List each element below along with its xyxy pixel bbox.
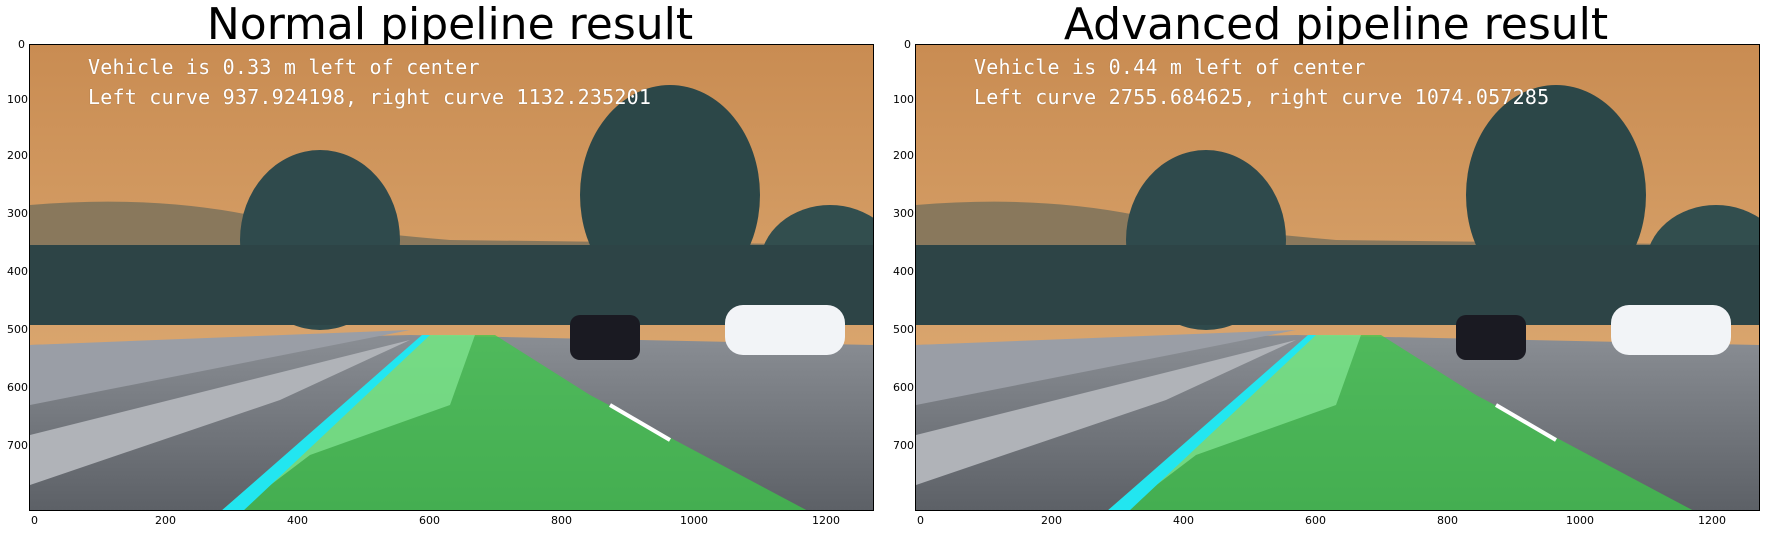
- x-tick-label: 800: [1437, 514, 1458, 527]
- panel-title: Normal pipeline result: [206, 0, 694, 50]
- x-tick-label: 600: [1305, 514, 1326, 527]
- y-tick-label: 300: [893, 207, 914, 220]
- curvature-text: Left curve 2755.684625, right curve 1074…: [974, 85, 1550, 109]
- y-tick-label: 200: [7, 149, 28, 162]
- y-tick-label: 700: [893, 439, 914, 452]
- overlay-text-layer: Vehicle is 0.44 m left of center Left cu…: [916, 45, 1759, 510]
- x-tick-label: 200: [1041, 514, 1062, 527]
- x-tick-label: 1200: [1698, 514, 1726, 527]
- curvature-text: Left curve 937.924198, right curve 1132.…: [88, 85, 652, 109]
- vehicle-offset-text: Vehicle is 0.44 m left of center: [974, 55, 1366, 79]
- x-tick-label: 1200: [812, 514, 840, 527]
- image-plot: Vehicle is 0.33 m left of center Left cu…: [29, 44, 874, 511]
- panel-title: Advanced pipeline result: [1063, 0, 1609, 50]
- x-tick-label: 400: [1173, 514, 1194, 527]
- y-tick-label: 0: [904, 38, 911, 51]
- y-tick-label: 100: [893, 93, 914, 106]
- x-tick-label: 0: [31, 514, 38, 527]
- road-scene-image: [30, 45, 873, 510]
- x-tick-label: 1000: [680, 514, 708, 527]
- road-scene-image: [916, 45, 1759, 510]
- x-tick-label: 400: [287, 514, 308, 527]
- y-tick-label: 500: [7, 323, 28, 336]
- y-tick-label: 0: [18, 38, 25, 51]
- y-tick-label: 700: [7, 439, 28, 452]
- y-tick-label: 600: [7, 381, 28, 394]
- y-tick-label: 100: [7, 93, 28, 106]
- x-tick-label: 600: [419, 514, 440, 527]
- image-plot: Vehicle is 0.44 m left of center Left cu…: [915, 44, 1760, 511]
- vehicle-offset-text: Vehicle is 0.33 m left of center: [88, 55, 480, 79]
- panel-normal: Normal pipeline result: [0, 0, 880, 542]
- x-tick-label: 800: [551, 514, 572, 527]
- y-tick-label: 600: [893, 381, 914, 394]
- y-tick-label: 200: [893, 149, 914, 162]
- panel-advanced: Advanced pipeline result: [886, 0, 1766, 542]
- y-tick-label: 400: [7, 265, 28, 278]
- x-tick-label: 0: [917, 514, 924, 527]
- x-tick-label: 1000: [1566, 514, 1594, 527]
- x-tick-label: 200: [155, 514, 176, 527]
- y-tick-label: 400: [893, 265, 914, 278]
- y-tick-label: 500: [893, 323, 914, 336]
- overlay-text-layer: Vehicle is 0.33 m left of center Left cu…: [30, 45, 873, 510]
- y-tick-label: 300: [7, 207, 28, 220]
